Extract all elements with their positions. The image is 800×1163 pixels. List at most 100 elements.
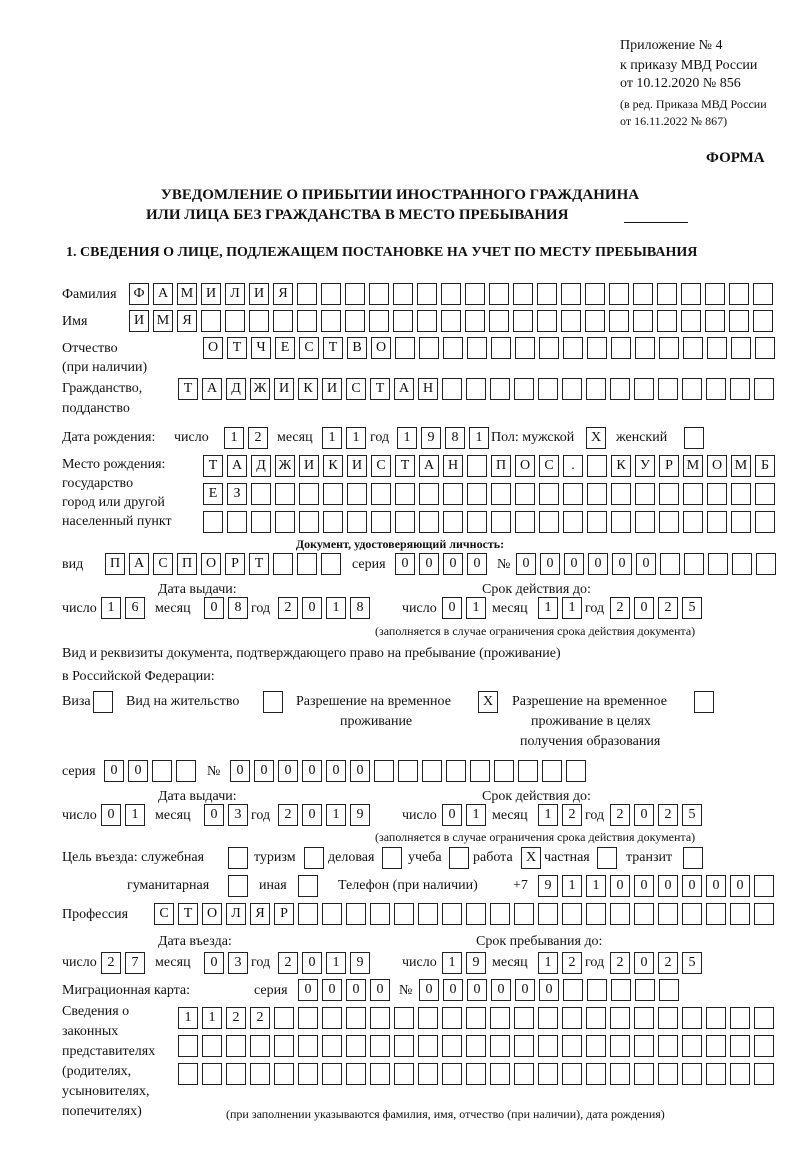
character-cell[interactable]: 0 [610,875,630,897]
character-cell[interactable]: 1 [538,804,558,826]
character-cell[interactable] [731,337,751,359]
character-cell[interactable] [563,511,583,533]
character-cell[interactable]: Т [249,553,269,575]
character-cell[interactable] [347,483,367,505]
character-cell[interactable] [683,847,703,869]
character-cell[interactable]: 1 [469,427,489,449]
character-cell[interactable] [611,483,631,505]
character-cell[interactable] [634,378,654,400]
character-cell[interactable] [250,1035,270,1057]
character-cell[interactable] [683,483,703,505]
character-cell[interactable] [346,1035,366,1057]
character-cell[interactable]: 2 [658,804,678,826]
character-cell[interactable]: 0 [128,760,148,782]
character-cell[interactable] [275,511,295,533]
character-cell[interactable] [491,483,511,505]
character-cell[interactable]: У [635,455,655,477]
character-cell[interactable] [561,310,581,332]
purpose-humanitarian-checkbox[interactable] [228,875,252,897]
character-cell[interactable] [467,483,487,505]
character-cell[interactable]: 1 [224,427,244,449]
character-cell[interactable] [418,1035,438,1057]
character-cell[interactable]: Я [273,283,293,305]
character-cell[interactable] [756,553,776,575]
character-cell[interactable]: 1 [326,804,346,826]
character-cell[interactable]: О [202,903,222,925]
character-cell[interactable] [561,283,581,305]
character-cell[interactable]: 6 [125,597,145,619]
character-cell[interactable] [538,903,558,925]
purpose-official-checkbox[interactable] [228,847,252,869]
character-cell[interactable] [374,760,394,782]
character-cell[interactable]: 0 [564,553,584,575]
character-cell[interactable] [566,760,586,782]
character-cell[interactable]: 9 [538,875,558,897]
character-cell[interactable] [609,283,629,305]
character-cell[interactable]: 2 [248,427,268,449]
character-cell[interactable]: Ф [129,283,149,305]
character-cell[interactable] [394,1007,414,1029]
character-cell[interactable] [753,310,773,332]
character-cell[interactable] [442,378,462,400]
character-cell[interactable] [514,903,534,925]
character-cell[interactable]: Е [203,483,223,505]
character-cell[interactable] [682,1063,702,1085]
character-cell[interactable] [682,903,702,925]
character-cell[interactable] [682,378,702,400]
character-cell[interactable]: З [227,483,247,505]
sex-female-checkbox[interactable] [684,427,708,449]
character-cell[interactable] [322,1007,342,1029]
character-cell[interactable] [682,1007,702,1029]
character-cell[interactable]: 0 [204,952,224,974]
character-cell[interactable]: 1 [326,952,346,974]
character-cell[interactable] [587,511,607,533]
character-cell[interactable] [346,1007,366,1029]
character-cell[interactable] [418,1063,438,1085]
character-cell[interactable] [395,511,415,533]
purpose-private-checkbox[interactable] [597,847,621,869]
character-cell[interactable] [466,1007,486,1029]
character-cell[interactable] [730,1035,750,1057]
character-cell[interactable]: Л [226,903,246,925]
character-cell[interactable] [514,1035,534,1057]
character-cell[interactable]: 2 [278,597,298,619]
character-cell[interactable]: 3 [228,952,248,974]
character-cell[interactable] [298,903,318,925]
character-cell[interactable] [370,1007,390,1029]
character-cell[interactable]: Д [226,378,246,400]
character-cell[interactable] [298,1035,318,1057]
character-cell[interactable] [754,1035,774,1057]
character-cell[interactable] [694,691,714,713]
character-cell[interactable]: 0 [302,804,322,826]
purpose-study-checkbox[interactable] [449,847,473,869]
character-cell[interactable] [370,1063,390,1085]
character-cell[interactable]: 1 [538,597,558,619]
character-cell[interactable]: 2 [658,952,678,974]
character-cell[interactable] [538,378,558,400]
character-cell[interactable]: 2 [562,952,582,974]
character-cell[interactable]: 1 [101,597,121,619]
character-cell[interactable]: Е [275,337,295,359]
character-cell[interactable] [491,511,511,533]
character-cell[interactable] [226,1035,246,1057]
character-cell[interactable] [490,1063,510,1085]
character-cell[interactable] [470,760,490,782]
character-cell[interactable]: 0 [230,760,250,782]
character-cell[interactable]: А [129,553,149,575]
character-cell[interactable] [657,310,677,332]
character-cell[interactable] [323,511,343,533]
temp-residence-edu-checkbox[interactable] [694,691,718,713]
character-cell[interactable]: 0 [302,597,322,619]
character-cell[interactable] [466,1063,486,1085]
character-cell[interactable] [422,760,442,782]
character-cell[interactable] [467,455,487,477]
character-cell[interactable]: А [227,455,247,477]
